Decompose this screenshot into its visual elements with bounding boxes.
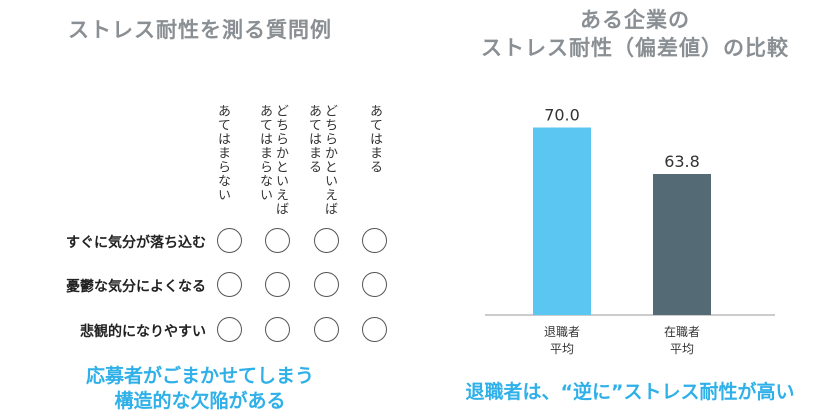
chart-caption: 退職者は、“逆に”ストレス耐性が高い: [465, 381, 795, 403]
category-label-2: 平均: [670, 342, 694, 356]
question-label-1: すぐに気分が落ち込む: [66, 235, 206, 251]
radio-q1-somewhat-applicable[interactable]: [314, 228, 339, 253]
radio-q1-applicable[interactable]: [362, 228, 387, 253]
bar-1: [533, 127, 591, 315]
bar-2: [653, 174, 711, 315]
column-header-not-applicable: あてはまらない: [214, 104, 230, 202]
questionnaire-caption-line2: 構造的な欠陥がある: [114, 390, 286, 412]
questionnaire-caption-line1: 応募者がごまかせてしまう: [85, 365, 314, 387]
column-header-line: あてはまらない: [257, 104, 272, 202]
column-header-somewhat-not-applicable: どちらかといえば あてはまらない: [256, 104, 288, 216]
bar-value-label-1: 70.0: [544, 106, 580, 125]
questionnaire-title: ストレス耐性を測る質問例: [68, 18, 332, 42]
radio-q3-not-applicable[interactable]: [217, 317, 242, 342]
column-header-line: あてはまる: [306, 104, 321, 174]
category-label-1: 退職者: [544, 325, 580, 339]
column-header-applicable: あてはまる: [366, 104, 382, 174]
radio-q1-somewhat-not-applicable[interactable]: [265, 228, 290, 253]
category-label-2: 在職者: [664, 325, 700, 339]
radio-q3-somewhat-applicable[interactable]: [314, 317, 339, 342]
column-header-line: どちらかといえば: [322, 104, 337, 216]
question-label-3: 悲観的になりやすい: [80, 324, 206, 340]
column-header-line: あてはまらない: [215, 104, 230, 202]
radio-q3-applicable[interactable]: [362, 317, 387, 342]
radio-q2-applicable[interactable]: [362, 272, 387, 297]
column-header-line: あてはまる: [367, 104, 382, 174]
chart-title: ある企業の ストレス耐性（偏差値）の比較: [440, 6, 830, 62]
radio-q1-not-applicable[interactable]: [217, 228, 242, 253]
radio-q2-somewhat-applicable[interactable]: [314, 272, 339, 297]
radio-q2-somewhat-not-applicable[interactable]: [265, 272, 290, 297]
chart-title-line2: ストレス耐性（偏差値）の比較: [481, 36, 789, 60]
category-label-1: 平均: [550, 342, 574, 356]
radio-q3-somewhat-not-applicable[interactable]: [265, 317, 290, 342]
question-label-2: 憂鬱な気分によくなる: [66, 279, 206, 295]
chart-title-line1: ある企業の: [580, 8, 690, 32]
radio-q2-not-applicable[interactable]: [217, 272, 242, 297]
column-header-somewhat-applicable: どちらかといえば あてはまる: [305, 104, 337, 216]
bar-value-label-2: 63.8: [664, 152, 700, 171]
column-header-line: どちらかといえば: [273, 104, 288, 216]
